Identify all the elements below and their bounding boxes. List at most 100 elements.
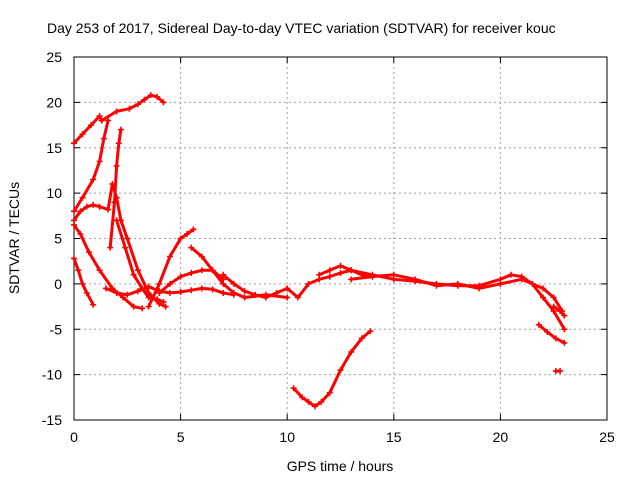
data-point — [145, 283, 152, 290]
y-tick-label: 20 — [46, 94, 62, 110]
x-tick-label: 20 — [493, 429, 509, 445]
data-point — [177, 289, 184, 296]
data-point — [177, 273, 184, 280]
data-point — [318, 398, 325, 405]
data-point — [79, 280, 86, 287]
data-point — [166, 289, 173, 296]
data-point — [367, 328, 374, 335]
data-point — [337, 262, 344, 269]
data-point — [100, 135, 107, 142]
y-tick-label: 25 — [46, 49, 62, 65]
data-point — [337, 269, 344, 276]
data-point — [230, 280, 237, 287]
data-point — [162, 303, 169, 310]
y-tick-label: 15 — [46, 140, 62, 156]
data-point — [145, 294, 152, 301]
data-point — [188, 244, 195, 251]
data-point — [299, 394, 306, 401]
data-point — [105, 206, 112, 213]
data-point — [77, 208, 84, 215]
data-point — [540, 294, 547, 301]
y-tick-label: -5 — [50, 321, 63, 337]
data-point — [85, 249, 92, 256]
data-series — [71, 92, 568, 410]
data-point — [561, 326, 568, 333]
data-point — [75, 267, 82, 274]
chart-title: Day 253 of 2017, Sidereal Day-to-day VTE… — [47, 20, 556, 36]
data-point — [160, 299, 167, 306]
data-point — [183, 230, 190, 237]
data-point — [154, 296, 161, 303]
x-tick-label: 15 — [386, 429, 402, 445]
series-arc9 — [102, 283, 237, 298]
axis-ticks: 0 5 10 15 20 25 -15 -10 -5 0 5 10 15 20 25 — [42, 49, 615, 445]
y-tick-label: -10 — [42, 367, 62, 383]
data-point — [230, 289, 237, 296]
data-point — [518, 276, 525, 283]
data-point — [412, 276, 419, 283]
data-point — [544, 328, 551, 335]
data-point — [177, 235, 184, 242]
series-arc10 — [145, 226, 197, 310]
data-point — [326, 267, 333, 274]
series-line — [537, 323, 566, 345]
data-point — [220, 280, 227, 287]
data-point — [241, 294, 248, 301]
series-arc7 — [71, 255, 97, 308]
data-point — [166, 253, 173, 260]
x-tick-label: 0 — [70, 429, 78, 445]
x-tick-label: 5 — [177, 429, 185, 445]
data-point — [190, 226, 197, 233]
data-point — [209, 286, 216, 293]
series-line — [72, 223, 144, 310]
data-point — [550, 303, 557, 310]
data-point — [122, 244, 129, 251]
series-arc8 — [71, 221, 146, 312]
data-point — [508, 271, 515, 278]
y-tick-label: 0 — [54, 276, 62, 292]
data-point — [198, 285, 205, 292]
data-point — [156, 289, 163, 296]
data-point — [348, 267, 355, 274]
series-line — [292, 329, 372, 408]
data-point — [147, 92, 154, 99]
data-point — [130, 271, 137, 278]
y-axis-title: SDTVAR / TECUs — [6, 182, 22, 294]
data-point — [134, 101, 141, 108]
data-point — [98, 117, 105, 124]
data-point — [311, 403, 318, 410]
series-line — [349, 273, 564, 313]
data-point — [550, 294, 557, 301]
data-point — [209, 267, 216, 274]
data-point — [96, 203, 103, 210]
data-point — [79, 194, 86, 201]
series-arc18 — [550, 303, 568, 319]
data-point — [115, 140, 122, 147]
y-tick-label: 5 — [54, 231, 62, 247]
series-arc19 — [552, 367, 564, 374]
data-point — [126, 105, 133, 112]
series-arc5 — [107, 126, 124, 251]
data-point — [160, 99, 167, 106]
data-point — [90, 176, 97, 183]
x-tick-label: 10 — [279, 429, 295, 445]
data-point — [305, 398, 312, 405]
data-point — [220, 289, 227, 296]
data-point — [113, 162, 120, 169]
data-point — [141, 96, 148, 103]
data-point — [241, 288, 248, 295]
series-arc2 — [98, 92, 167, 124]
data-point — [113, 217, 120, 224]
data-point — [198, 267, 205, 274]
data-point — [326, 273, 333, 280]
series-arc16 — [290, 328, 374, 410]
data-point — [557, 367, 564, 374]
data-point — [535, 321, 542, 328]
data-point — [252, 291, 259, 298]
data-point — [145, 303, 152, 310]
data-point — [134, 288, 141, 295]
data-point — [294, 294, 301, 301]
data-point — [83, 203, 90, 210]
